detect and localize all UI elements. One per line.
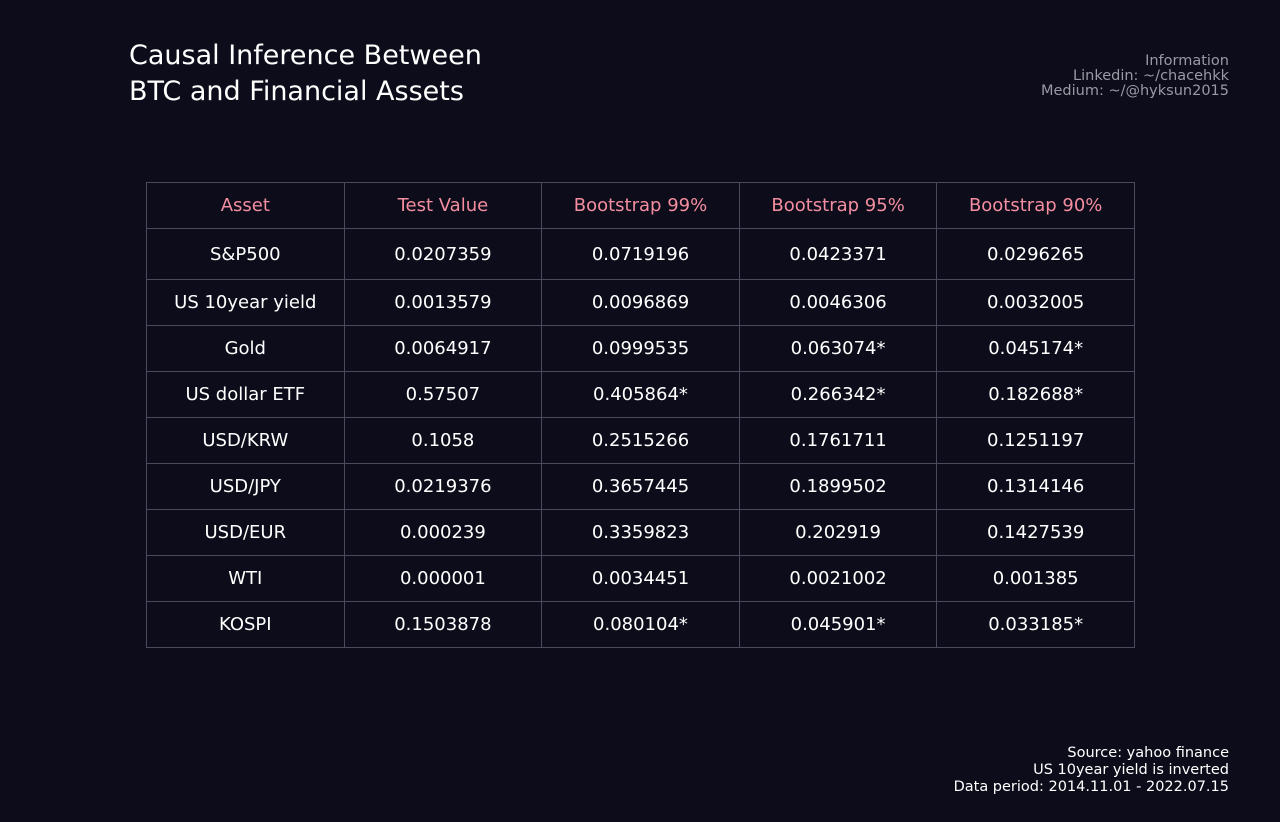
value-cell: 0.266342* [738, 371, 938, 418]
info-linkedin: Linkedin: ~/chacehkk [1073, 68, 1229, 84]
value-cell: 0.0032005 [936, 279, 1135, 326]
footer-notes: Source: yahoo finance US 10year yield is… [954, 745, 1229, 796]
value-cell: 0.0046306 [738, 279, 938, 326]
value-cell: 0.182688* [936, 371, 1135, 418]
value-cell: 0.080104* [541, 601, 740, 648]
asset-cell: WTI [146, 555, 345, 602]
info-medium: Medium: ~/@hyksun2015 [1040, 83, 1229, 99]
value-cell: 0.405864* [541, 371, 740, 418]
value-cell: 0.1251197 [936, 417, 1135, 464]
value-cell: 0.001385 [936, 555, 1135, 602]
value-cell: 0.0719196 [541, 228, 740, 280]
asset-cell: USD/KRW [146, 417, 345, 464]
table-body: S&P500 0.0207359 0.0719196 0.0423371 0.02962… [146, 228, 1135, 648]
value-cell: 0.000239 [343, 509, 543, 556]
value-cell: 0.57507 [343, 371, 543, 418]
value-cell: 0.1427539 [936, 509, 1135, 556]
value-cell: 0.1899502 [738, 463, 938, 510]
value-cell: 0.1761711 [738, 417, 938, 464]
value-cell: 0.0219376 [343, 463, 543, 510]
chart-title: Causal Inference Between BTC and Financi… [129, 38, 482, 110]
table-row: USD/KRW 0.1058 0.2515266 0.1761711 0.1251197 [146, 417, 1135, 464]
footer-source: Source: yahoo finance [1067, 745, 1229, 761]
column-header: Test Value [343, 182, 543, 229]
table-row: US 10year yield 0.0013579 0.0096869 0.00463… [146, 279, 1135, 326]
asset-cell: USD/JPY [146, 463, 345, 510]
chart-title-line-1: Causal Inference Between [129, 40, 482, 71]
asset-cell: KOSPI [146, 601, 345, 648]
asset-cell: S&P500 [146, 228, 345, 280]
table-row: KOSPI 0.1503878 0.080104* 0.045901* 0.033185… [146, 601, 1135, 648]
asset-cell: Gold [146, 325, 345, 372]
value-cell: 0.0207359 [343, 228, 543, 280]
table-row: USD/JPY 0.0219376 0.3657445 0.1899502 0.1314… [146, 463, 1135, 510]
footer-period: Data period: 2014.11.01 - 2022.07.15 [953, 779, 1229, 795]
table-row: WTI 0.000001 0.0034451 0.0021002 0.001385 [146, 555, 1135, 602]
value-cell: 0.0034451 [541, 555, 740, 602]
value-cell: 0.202919 [738, 509, 938, 556]
column-header: Bootstrap 90% [936, 182, 1135, 229]
table-row: S&P500 0.0207359 0.0719196 0.0423371 0.02962… [146, 228, 1135, 280]
value-cell: 0.045901* [738, 601, 938, 648]
asset-cell: USD/EUR [146, 509, 345, 556]
value-cell: 0.0021002 [738, 555, 938, 602]
value-cell: 0.0999535 [541, 325, 740, 372]
column-header: Asset [146, 182, 345, 229]
value-cell: 0.1503878 [343, 601, 543, 648]
column-header: Bootstrap 95% [738, 182, 938, 229]
column-header: Bootstrap 99% [541, 182, 740, 229]
value-cell: 0.3657445 [541, 463, 740, 510]
asset-cell: US 10year yield [146, 279, 345, 326]
asset-cell: US dollar ETF [146, 371, 345, 418]
table-row: Gold 0.0064917 0.0999535 0.063074* 0.045174* [146, 325, 1135, 372]
value-cell: 0.2515266 [541, 417, 740, 464]
results-table: Asset Test Value Bootstrap 99% Bootstrap 95… [146, 182, 1135, 648]
value-cell: 0.000001 [343, 555, 543, 602]
value-cell: 0.1314146 [936, 463, 1135, 510]
table-header-row: Asset Test Value Bootstrap 99% Bootstrap 95… [146, 182, 1135, 229]
value-cell: 0.3359823 [541, 509, 740, 556]
value-cell: 0.045174* [936, 325, 1135, 372]
chart-title-line-2: BTC and Financial Assets [129, 76, 464, 107]
footer-note: US 10year yield is inverted [1033, 762, 1229, 778]
info-heading: Information [1145, 53, 1229, 69]
value-cell: 0.0423371 [738, 228, 938, 280]
value-cell: 0.063074* [738, 325, 938, 372]
value-cell: 0.0296265 [936, 228, 1135, 280]
table-row: USD/EUR 0.000239 0.3359823 0.202919 0.142753… [146, 509, 1135, 556]
value-cell: 0.0096869 [541, 279, 740, 326]
value-cell: 0.033185* [936, 601, 1135, 648]
value-cell: 0.0064917 [343, 325, 543, 372]
value-cell: 0.0013579 [343, 279, 543, 326]
value-cell: 0.1058 [343, 417, 543, 464]
info-block: Information Linkedin: ~/chacehkk Medium:… [1041, 54, 1229, 99]
table-row: US dollar ETF 0.57507 0.405864* 0.266342* 0.… [146, 371, 1135, 418]
